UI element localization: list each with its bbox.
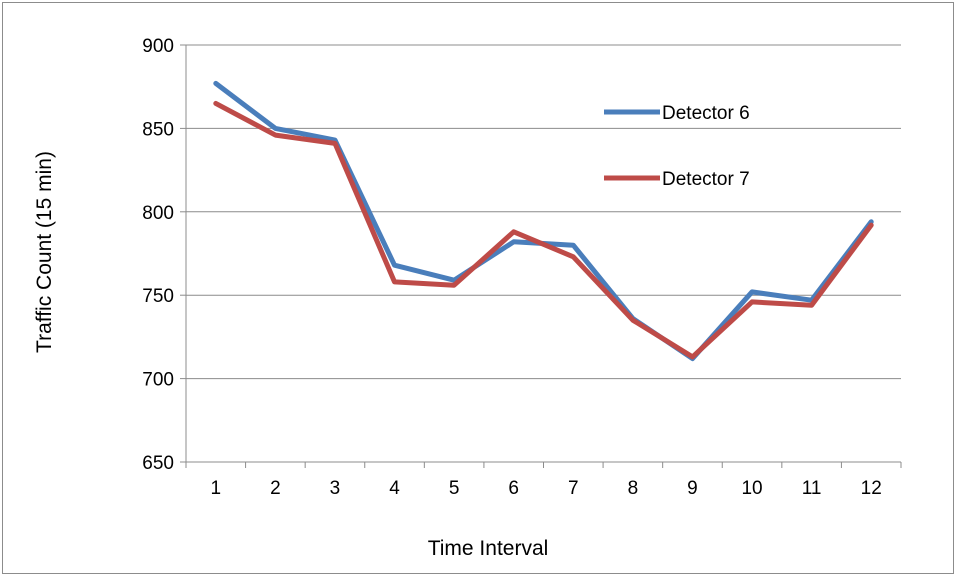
x-tick-label: 12 [861, 478, 882, 499]
legend: Detector 6 Detector 7 [604, 103, 750, 190]
series-line-1 [213, 80, 874, 362]
x-tick-label: 11 [802, 478, 822, 499]
y-tick-label: 800 [142, 203, 174, 224]
y-tick-label: 750 [142, 286, 174, 307]
series-line-2 [213, 100, 874, 360]
gridlines [186, 44, 901, 380]
x-tick-label: 8 [628, 478, 639, 499]
x-tick-label: 6 [508, 478, 519, 499]
y-tick-labels: 650 700 750 800 850 900 [142, 36, 174, 474]
y-tick-label: 900 [142, 36, 174, 57]
y-tick-label: 650 [142, 453, 174, 474]
x-tick-label: 5 [449, 478, 460, 499]
axes [180, 44, 902, 468]
legend-label-1: Detector 6 [662, 103, 750, 124]
y-tick-label: 700 [142, 370, 174, 391]
x-tick-label: 3 [330, 478, 341, 499]
x-tick-label: 7 [568, 478, 579, 499]
x-tick-label: 4 [389, 478, 400, 499]
x-tick-labels: 1 2 3 4 5 6 7 8 9 10 11 12 [211, 478, 882, 499]
x-tick-label: 9 [687, 478, 698, 499]
y-axis-title: Traffic Count (15 min) [33, 151, 56, 353]
x-tick-label: 2 [270, 478, 281, 499]
legend-label-2: Detector 7 [662, 169, 750, 190]
y-tick-label: 850 [142, 119, 174, 140]
x-tick-label: 10 [741, 478, 762, 499]
x-tick-label: 1 [211, 478, 222, 499]
series-lines [213, 80, 874, 362]
x-axis-title: Time Interval [428, 537, 549, 560]
